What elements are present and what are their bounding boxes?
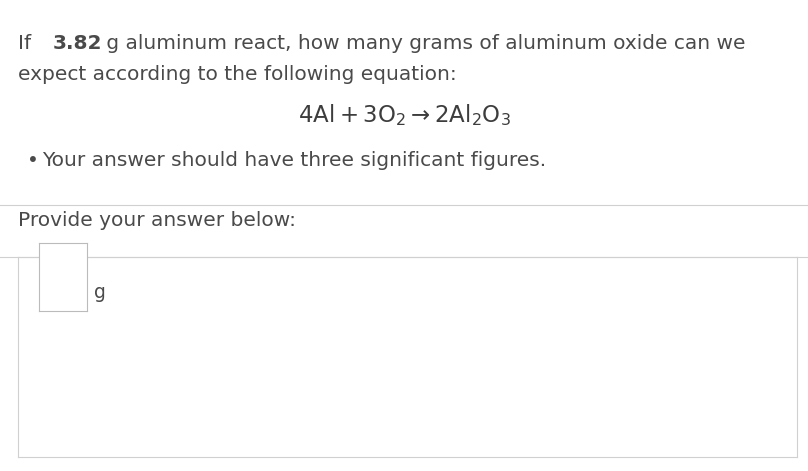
Text: 3.82: 3.82: [53, 34, 103, 53]
Text: If: If: [18, 34, 37, 53]
Text: Your answer should have three significant figures.: Your answer should have three significan…: [42, 151, 546, 170]
Text: •: •: [27, 151, 40, 170]
Text: $4\mathrm{Al} + 3\mathrm{O}_2 \rightarrow 2\mathrm{Al}_2\mathrm{O}_3$: $4\mathrm{Al} + 3\mathrm{O}_2 \rightarro…: [297, 103, 511, 129]
Text: Provide your answer below:: Provide your answer below:: [18, 211, 296, 230]
Text: g: g: [94, 283, 106, 301]
Text: g aluminum react, how many grams of aluminum oxide can we: g aluminum react, how many grams of alum…: [99, 34, 745, 53]
Text: expect according to the following equation:: expect according to the following equati…: [18, 65, 457, 84]
